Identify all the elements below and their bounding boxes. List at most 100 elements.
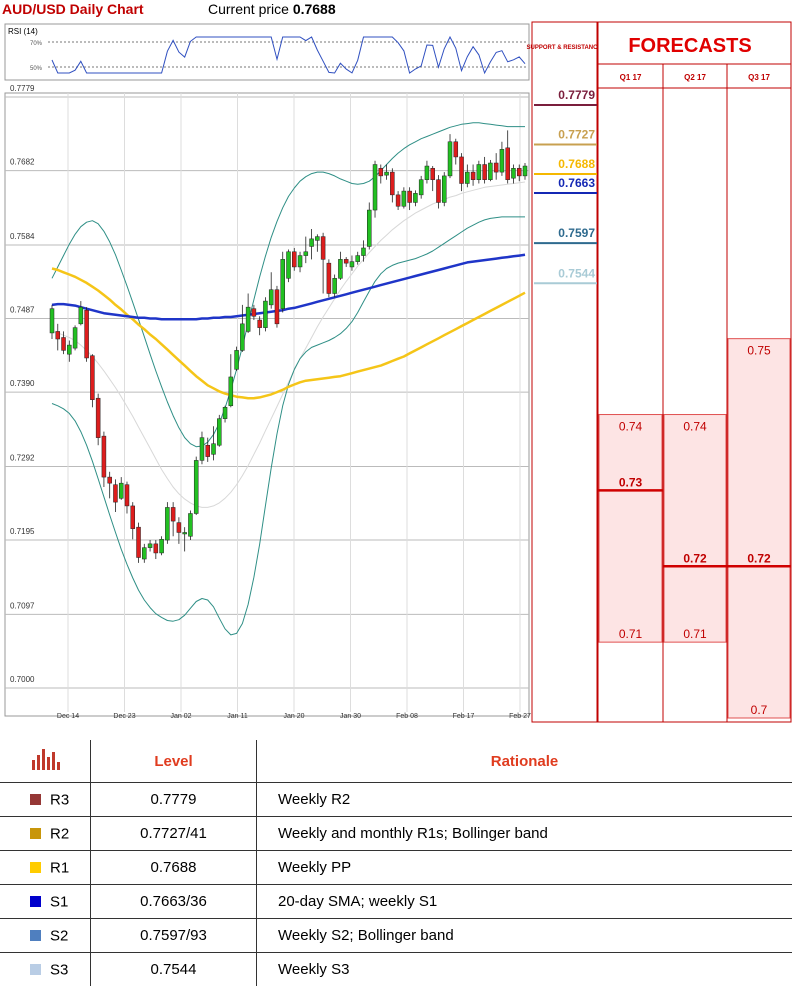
current-price: Current price 0.7688 bbox=[208, 1, 336, 17]
candle bbox=[147, 543, 153, 548]
candle bbox=[361, 247, 366, 256]
y-tick-label: 0.7682 bbox=[10, 158, 35, 167]
candle bbox=[228, 376, 234, 407]
level-name: S3 bbox=[50, 960, 69, 978]
candle bbox=[84, 309, 89, 359]
sr-level-label: 0.7544 bbox=[558, 266, 595, 280]
y-tick-label: 0.7097 bbox=[10, 601, 35, 610]
bollinger-lower-line bbox=[51, 216, 525, 636]
candle bbox=[130, 505, 136, 529]
candle bbox=[142, 547, 147, 560]
candle bbox=[274, 289, 280, 325]
level-value: 0.7597/93 bbox=[90, 918, 257, 953]
candle bbox=[447, 141, 453, 177]
level-name: R3 bbox=[50, 790, 70, 808]
level-rationale: Weekly and monthly R1s; Bollinger band bbox=[256, 816, 792, 851]
candle bbox=[418, 179, 424, 196]
candle bbox=[332, 278, 337, 294]
candle bbox=[430, 168, 435, 180]
candle bbox=[211, 443, 216, 455]
candle bbox=[441, 175, 447, 203]
level-name-cell: S2 bbox=[0, 918, 91, 953]
chart-icon-cell bbox=[0, 740, 91, 783]
candle bbox=[165, 507, 170, 541]
rsi-panel: RSI (14) 70% 50% bbox=[4, 23, 530, 81]
candle bbox=[257, 319, 262, 328]
candle bbox=[124, 484, 130, 507]
x-tick-label: Jan 20 bbox=[283, 713, 304, 720]
candle bbox=[367, 209, 372, 247]
forecast-mid: 0.72 bbox=[747, 551, 771, 565]
forecast-mid: 0.73 bbox=[619, 475, 643, 489]
y-tick-label: 0.7000 bbox=[10, 675, 35, 684]
rsi-level-label: 50% bbox=[30, 66, 43, 72]
level-value: 0.7779 bbox=[90, 782, 257, 817]
candle bbox=[522, 165, 528, 177]
forecast-range bbox=[727, 338, 791, 719]
candle bbox=[263, 300, 268, 328]
y-tick-label: 0.7487 bbox=[10, 306, 35, 315]
x-tick-label: Dec 14 bbox=[57, 713, 79, 720]
table-row: R2 0.7727/41 Weekly and monthly R1s; Bolli… bbox=[0, 816, 792, 851]
candle bbox=[113, 484, 118, 503]
candle bbox=[401, 190, 407, 207]
rsi-label: RSI (14) bbox=[8, 27, 38, 36]
candle bbox=[372, 164, 378, 211]
price-panel: 0.7779 0.7682 0.7584 0.7487 0.7390 0.7292 0.71… bbox=[4, 84, 531, 720]
candle bbox=[476, 164, 482, 180]
candle bbox=[61, 337, 66, 351]
forecast-high: 0.74 bbox=[683, 420, 707, 434]
candle bbox=[395, 194, 401, 207]
rationale-header: Rationale bbox=[256, 740, 792, 783]
candle bbox=[170, 507, 176, 522]
candle bbox=[413, 193, 418, 203]
level-color-swatch bbox=[30, 963, 41, 975]
candle bbox=[424, 165, 430, 180]
x-tick-label: Feb 08 bbox=[396, 713, 418, 720]
candle bbox=[470, 171, 476, 180]
candle bbox=[182, 532, 187, 535]
candle bbox=[390, 171, 395, 196]
sr-title: SUPPORT & RESISTANCE bbox=[527, 45, 602, 51]
candle bbox=[193, 460, 199, 514]
level-rationale: 20-day SMA; weekly S1 bbox=[256, 884, 792, 919]
rsi-level-label: 70% bbox=[30, 41, 43, 47]
sr-level-label: 0.7779 bbox=[558, 88, 595, 102]
level-value: 0.7663/36 bbox=[90, 884, 257, 919]
table-row: R1 0.7688 Weekly PP bbox=[0, 850, 792, 885]
candle bbox=[95, 397, 101, 438]
level-value: 0.7688 bbox=[90, 850, 257, 885]
support-resistance-panel: SUPPORT & RESISTANCE 0.7779 0.7727 0.7688 0.… bbox=[527, 21, 602, 723]
level-rationale: Weekly PP bbox=[256, 850, 792, 885]
candle bbox=[436, 179, 441, 203]
candle bbox=[222, 407, 228, 419]
level-color-swatch bbox=[30, 895, 41, 907]
level-color-swatch bbox=[30, 929, 41, 941]
candle bbox=[326, 262, 332, 294]
quarter-label: Q3 17 bbox=[748, 73, 770, 82]
candle bbox=[199, 437, 205, 461]
candle bbox=[407, 190, 412, 203]
levels-table: Level Rationale R3 0.7779 Weekly R2 R2 0.772… bbox=[0, 740, 792, 986]
current-price-value: 0.7688 bbox=[292, 1, 336, 17]
chart-svg: RSI (14) 70% 50% 0.77790.76820.75840.74870… bbox=[4, 21, 792, 723]
candle bbox=[78, 306, 84, 325]
candle bbox=[49, 308, 55, 334]
forecast-range bbox=[598, 414, 663, 643]
candle bbox=[245, 306, 251, 332]
candle bbox=[268, 289, 274, 306]
sr-level-label: 0.7727 bbox=[558, 127, 595, 141]
x-tick-label: Jan 02 bbox=[170, 713, 191, 720]
x-tick-label: Feb 27 bbox=[509, 713, 531, 720]
candle bbox=[303, 251, 309, 256]
candle bbox=[505, 147, 510, 180]
forecast-range bbox=[663, 414, 727, 643]
candle bbox=[453, 141, 459, 158]
sr-frame bbox=[531, 21, 598, 723]
level-name-cell: R1 bbox=[0, 850, 91, 885]
forecasts-panel: FORECASTS Q1 17 0.74 0.71 0.73 Q2 17 0.74 0.71 0… bbox=[597, 21, 792, 723]
bar-chart-icon bbox=[32, 749, 60, 770]
level-header: Level bbox=[90, 740, 257, 783]
level-name: R1 bbox=[50, 858, 70, 876]
rsi-line bbox=[51, 35, 526, 75]
